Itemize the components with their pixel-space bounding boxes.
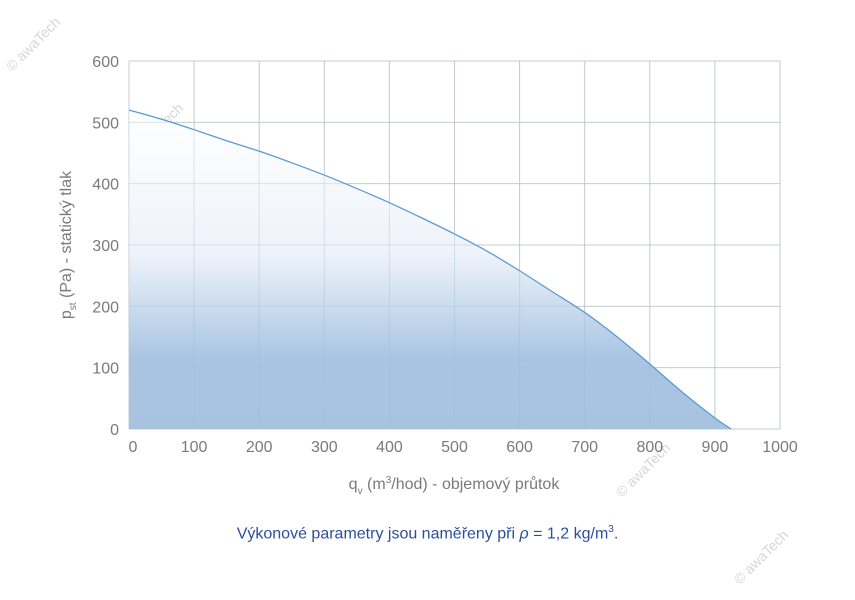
- x-tick-label: 700: [571, 439, 598, 456]
- y-tick-label: 400: [92, 177, 119, 194]
- x-tick-label: 200: [246, 439, 273, 456]
- x-tick-label: 1000: [762, 439, 798, 456]
- grid-overlay: [128, 60, 781, 430]
- y-axis-label: pst (Pa) - statický tlak: [58, 170, 79, 319]
- watermark-text: © awaTech: [3, 14, 63, 74]
- y-tick-label: 600: [92, 54, 119, 71]
- x-tick-label: 0: [129, 439, 138, 456]
- y-tick-label: 0: [110, 422, 119, 439]
- y-tick-label: 100: [92, 361, 119, 378]
- y-tick-label: 200: [92, 299, 119, 316]
- curve-area: [129, 110, 732, 430]
- y-tick-label: 500: [92, 115, 119, 132]
- x-tick-label: 800: [636, 439, 663, 456]
- x-axis-label: qv (m3/hod) - objemový průtok: [349, 475, 561, 497]
- x-tick-label: 400: [376, 439, 403, 456]
- x-tick-label: 500: [441, 439, 468, 456]
- x-tick-label: 600: [506, 439, 533, 456]
- x-tick-labels: 0 100 200 300 400 500 600 700 800 900 1000: [129, 439, 798, 456]
- y-tick-labels: 0 100 200 300 400 500 600: [92, 54, 119, 439]
- curve-line: [128, 109, 732, 430]
- measurement-note: Výkonové parametry jsou naměřeny při ρ =…: [236, 524, 619, 543]
- x-tick-label: 300: [311, 439, 338, 456]
- x-tick-label: 900: [702, 439, 729, 456]
- y-tick-label: 300: [92, 238, 119, 255]
- x-tick-label: 100: [181, 439, 208, 456]
